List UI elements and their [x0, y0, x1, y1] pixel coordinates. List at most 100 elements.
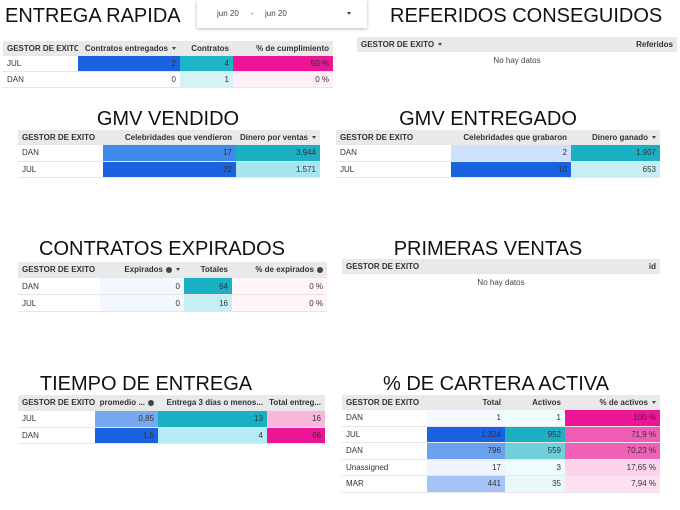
- panel-title: ENTREGA RAPIDA: [5, 5, 181, 27]
- cell-text: 653: [642, 164, 656, 174]
- data-cell: 1: [505, 410, 565, 427]
- data-cell: 1.571: [236, 161, 320, 178]
- data-cell: 35: [505, 476, 565, 493]
- header-cell: % de expirados: [232, 262, 327, 278]
- data-cell: 17: [103, 145, 236, 162]
- header-cell: Celebridades que grabaron: [451, 130, 571, 145]
- cell-text: 1.571: [295, 164, 316, 174]
- header-cell[interactable]: GESTOR DE EXITO: [357, 37, 517, 52]
- header-cell[interactable]: Dinero ganado: [571, 130, 660, 145]
- panel-title: PRIMERAS VENTAS: [393, 238, 583, 260]
- cell-text: 0: [175, 298, 180, 308]
- cell-text: 0 %: [315, 75, 329, 84]
- row-label: JUL: [336, 161, 451, 178]
- cell-text: JUL: [340, 164, 355, 174]
- data-cell: 22: [103, 161, 236, 178]
- data-cell: 3: [505, 459, 565, 476]
- header-label: Entrega 3 días o menos...: [166, 398, 263, 407]
- cell-text: 17: [223, 148, 232, 158]
- table: GESTOR DE EXITO Celebridades que vendiero…: [18, 130, 320, 186]
- data-cell: 100 %: [565, 410, 660, 427]
- header-label: promedio ...: [99, 398, 145, 407]
- table: GESTOR DE EXITO Contratos entregados Contr…: [3, 41, 333, 96]
- row-label: DAN: [18, 427, 95, 444]
- data-cell: 17,65 %: [565, 459, 660, 476]
- cell-text: 1: [224, 75, 229, 84]
- cell-text: 2: [171, 59, 176, 68]
- header-label: Totales: [200, 265, 228, 274]
- help-icon: [317, 266, 323, 273]
- header-cell[interactable]: Expirados: [100, 262, 184, 278]
- sort-arrow: [172, 46, 176, 50]
- row-label: MAR: [342, 476, 427, 493]
- data-cell: 50 %: [233, 56, 333, 72]
- header-label: Referidos: [636, 39, 673, 49]
- cell-text: 1: [496, 413, 501, 423]
- header-cell: Celebridades que vendieron: [103, 130, 236, 145]
- table: GESTOR DE EXITO Total Activos % de activos D…: [342, 395, 660, 501]
- cell-text: 64: [219, 281, 228, 291]
- cell-text: DAN: [340, 148, 357, 158]
- cell-text: 4: [258, 430, 263, 440]
- sort-arrow: [438, 42, 443, 46]
- data-cell: 1: [180, 72, 233, 88]
- header-cell[interactable]: Contratos entregados: [78, 41, 180, 56]
- header-cell: GESTOR DE EXITO: [3, 41, 78, 56]
- help-icon: [148, 399, 154, 406]
- row-label: JUL: [18, 161, 103, 178]
- cell-text: 16: [312, 414, 321, 424]
- header-label: GESTOR DE EXITO: [22, 132, 96, 142]
- header-cell: GESTOR DE EXITO: [18, 262, 100, 278]
- data-cell: 559: [505, 443, 565, 460]
- data-cell: 653: [571, 161, 660, 178]
- cell-text: DAN: [346, 446, 363, 456]
- data-cell: 64: [184, 278, 232, 295]
- header-cell[interactable]: Dinero por ventas: [236, 130, 320, 145]
- data-cell: 66: [267, 427, 325, 444]
- cell-text: 7,94 %: [631, 479, 656, 489]
- date-picker[interactable]: jun 20 - jun 20: [197, 0, 367, 28]
- row-label: DAN: [3, 72, 78, 88]
- header-label: Celebridades que vendieron: [124, 132, 232, 142]
- header-cell: Activos: [505, 395, 565, 410]
- table: GESTOR DE EXITO promedio ... Entrega 3 día…: [18, 395, 325, 452]
- header-cell: Referidos: [517, 37, 677, 52]
- sort-arrow: [176, 268, 180, 271]
- cell-text: 13: [254, 414, 263, 424]
- row-label: DAN: [18, 278, 100, 295]
- header-cell: Totales: [184, 262, 232, 278]
- table: GESTOR DE EXITO id No hay datos: [342, 259, 660, 298]
- data-cell: 17: [427, 459, 505, 476]
- data-cell: 0 %: [232, 295, 327, 312]
- header-label: Total: [482, 397, 501, 407]
- cell-text: 952: [547, 429, 561, 439]
- row-label: DAN: [342, 410, 427, 427]
- row-label: Unassigned: [342, 459, 427, 476]
- table: GESTOR DE EXITO Referidos No hay datos: [357, 37, 677, 76]
- table: GESTOR DE EXITO Celebridades que grabaron…: [336, 130, 660, 186]
- cell-text: DAN: [7, 75, 24, 84]
- cell-text: 0 %: [309, 281, 323, 291]
- header-label: GESTOR DE EXITO: [361, 39, 435, 49]
- header-label: Dinero por ventas: [239, 132, 308, 142]
- data-cell: 1.324: [427, 426, 505, 443]
- header-cell[interactable]: % de activos: [565, 395, 660, 410]
- cell-text: 66: [312, 430, 321, 440]
- data-cell: 2: [451, 145, 571, 162]
- data-cell: 0: [100, 295, 184, 312]
- data-cell: 3.944: [236, 145, 320, 162]
- data-cell: 796: [427, 443, 505, 460]
- cell-text: 1,5: [142, 430, 154, 440]
- row-label: JUL: [342, 426, 427, 443]
- cell-text: 0: [171, 75, 176, 84]
- header-cell: Total entreg...: [267, 395, 325, 411]
- header-cell: Entrega 3 días o menos...: [158, 395, 267, 411]
- row-label: DAN: [336, 145, 451, 162]
- sort-arrow: [312, 135, 316, 139]
- data-cell: 16: [184, 295, 232, 312]
- cell-text: 3: [556, 462, 561, 472]
- cell-text: JUL: [22, 414, 37, 424]
- header-cell: GESTOR DE EXITO: [342, 259, 501, 274]
- data-cell: 1.907: [571, 145, 660, 162]
- header-cell: Total: [427, 395, 505, 410]
